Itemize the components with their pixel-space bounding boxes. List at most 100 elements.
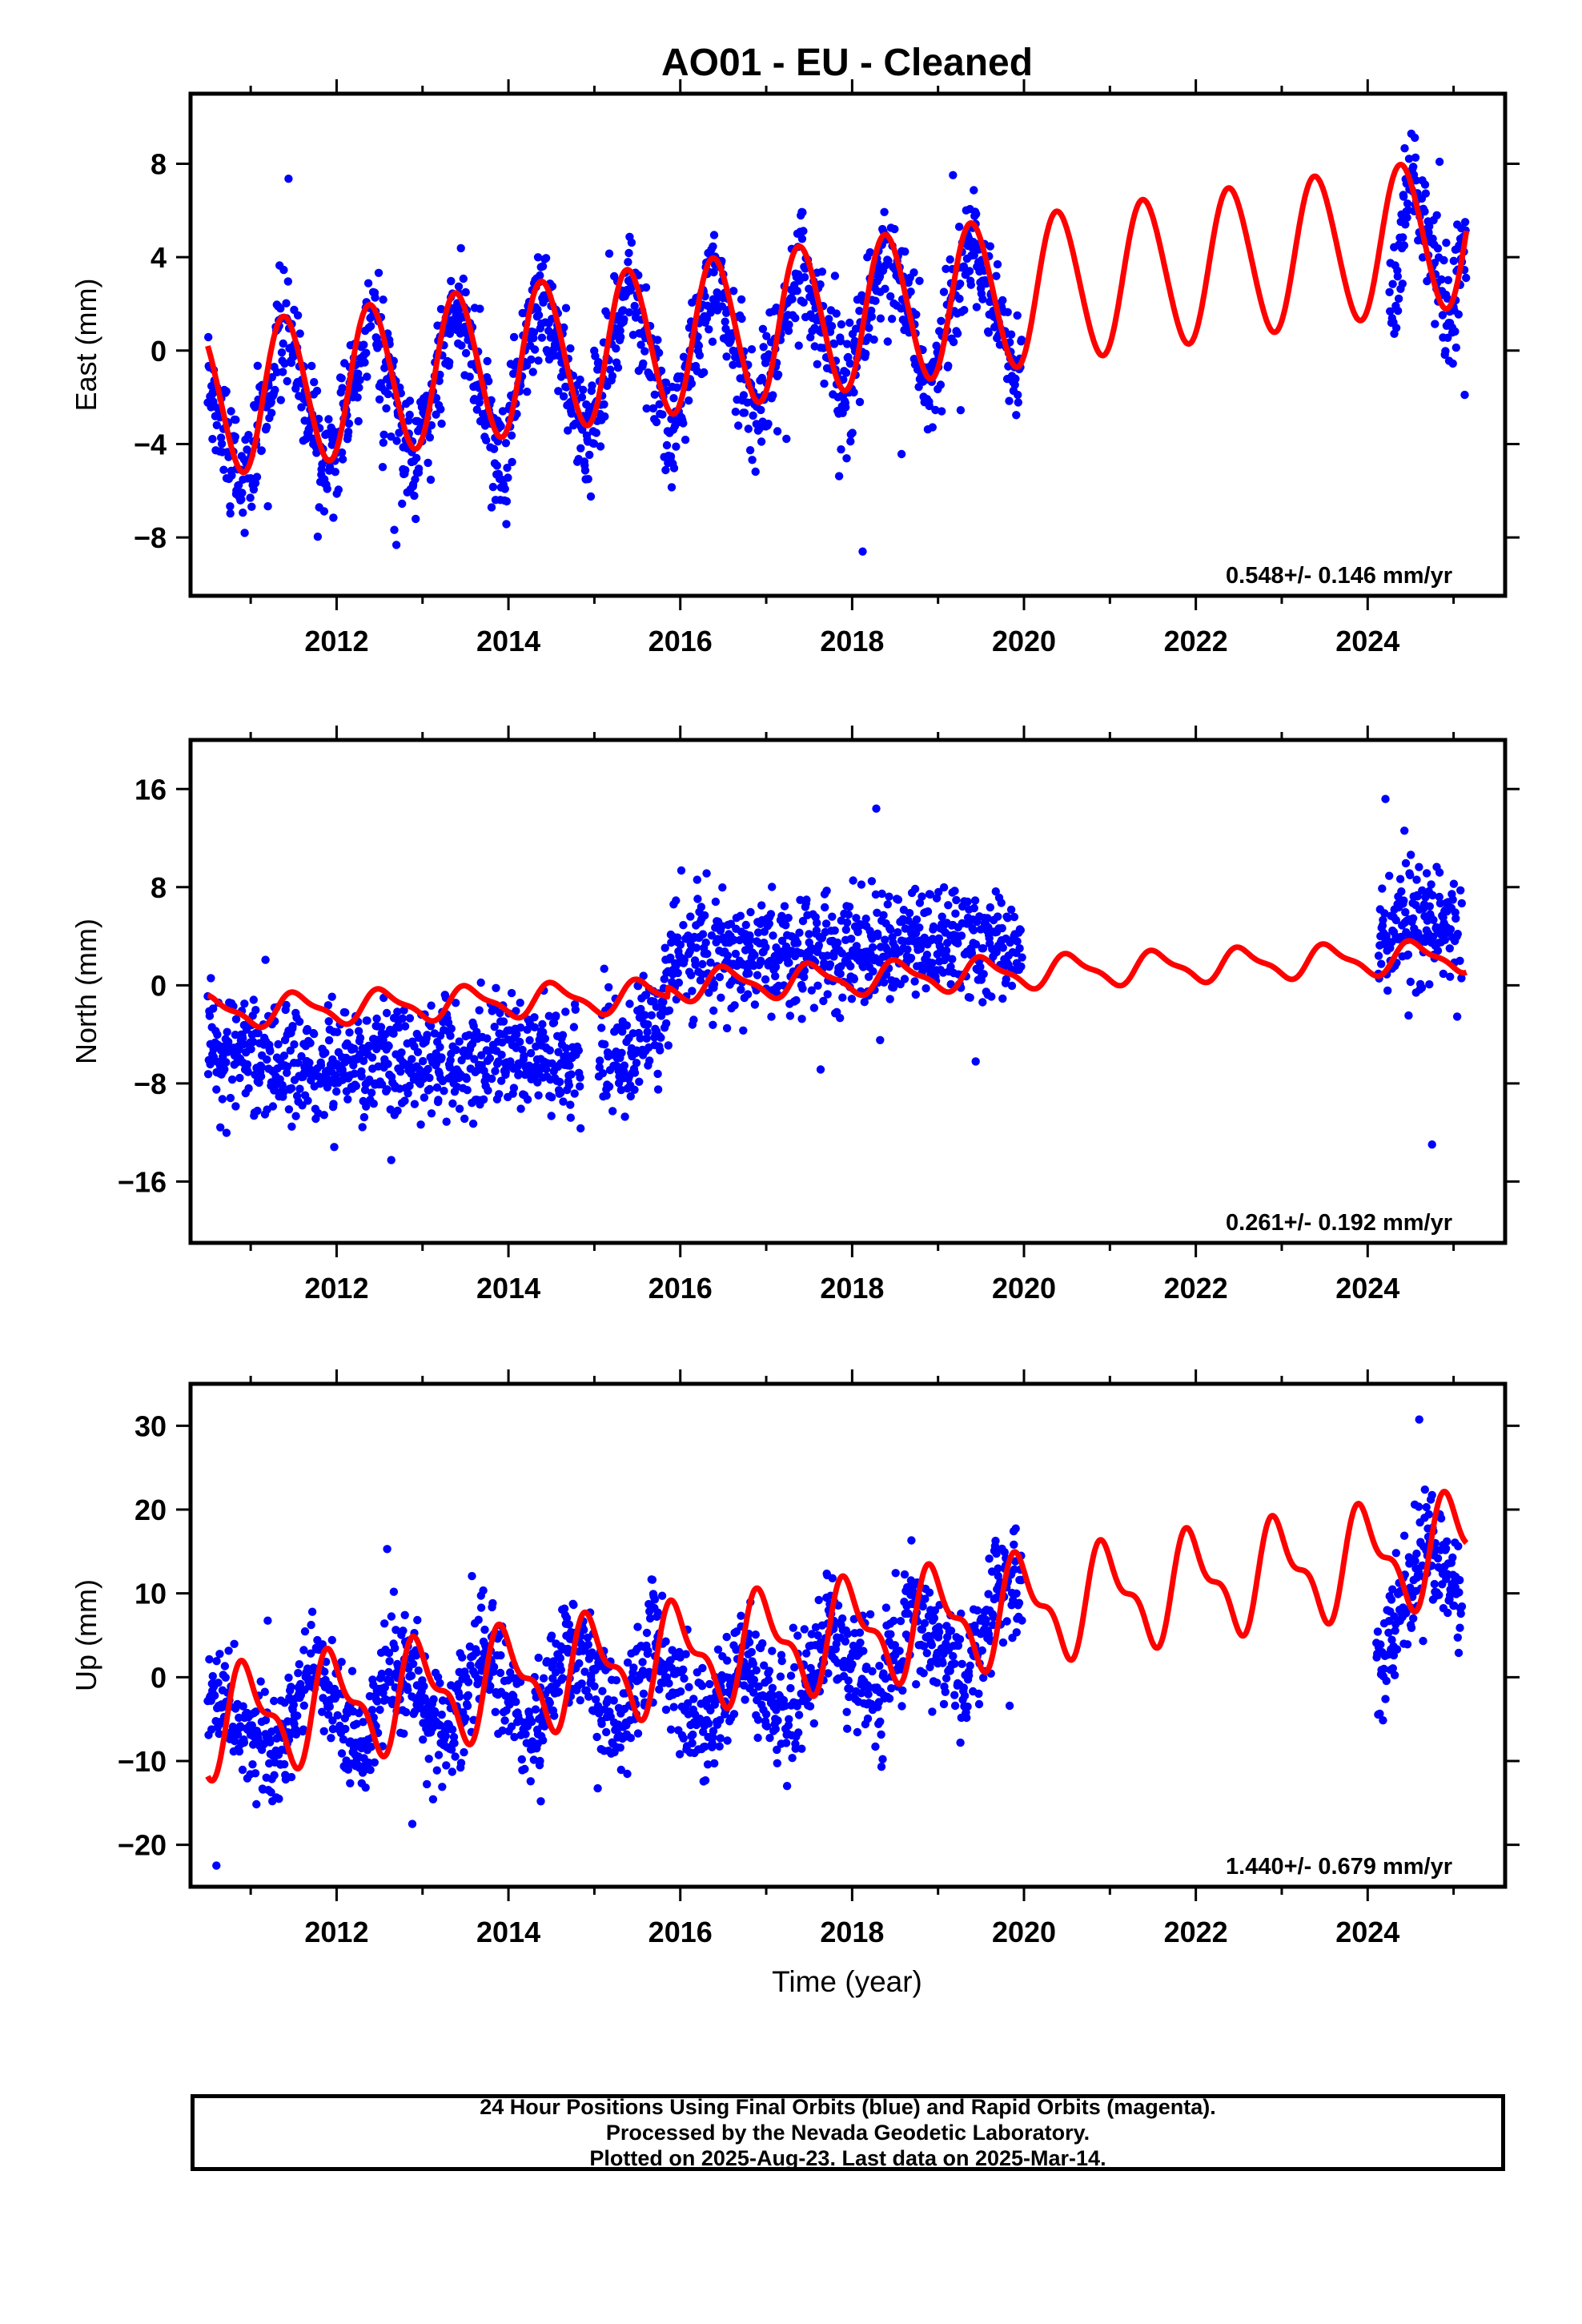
data-point [329,1100,338,1108]
data-point [608,1107,617,1116]
data-point [971,1057,980,1066]
data-point [420,1682,428,1691]
data-point [642,1034,651,1043]
data-point [666,452,676,461]
data-point [1403,950,1413,959]
data-point [745,935,755,944]
data-point [558,1031,568,1039]
data-point [645,1614,655,1623]
data-point [477,1051,486,1059]
data-point [832,309,841,318]
data-point [932,894,942,903]
data-point [681,436,690,444]
data-point [1404,155,1414,163]
data-point [231,1031,240,1039]
data-point [681,1650,690,1659]
data-point [793,270,803,279]
data-point [841,925,851,935]
data-point [290,1040,299,1049]
data-point [576,1073,584,1082]
data-point [863,956,872,965]
data-point [836,1014,845,1023]
data-point [564,1081,573,1090]
data-point [592,1732,601,1742]
data-point [868,1667,877,1676]
data-point [350,1044,359,1053]
data-point [253,361,262,370]
data-point [884,256,893,265]
data-point [1414,931,1423,940]
data-point [464,1691,472,1700]
data-point [412,453,421,463]
data-point [491,1707,500,1716]
data-point [790,1663,799,1672]
data-point [426,1022,436,1031]
data-point [1017,962,1026,971]
data-point [800,273,809,282]
data-point [941,1687,950,1696]
data-point [844,1676,853,1685]
data-point [768,1647,777,1655]
data-point [289,1700,298,1710]
data-point [976,963,985,971]
data-point [590,1682,599,1691]
data-point [570,1089,579,1098]
data-point [948,955,957,963]
data-point [497,1051,506,1059]
data-point [998,296,1007,305]
data-point [1439,969,1448,979]
data-point [608,372,617,380]
data-point [261,1715,271,1725]
data-point [580,1667,589,1676]
data-point [427,1001,436,1010]
data-point [270,1771,279,1779]
data-point [873,931,882,941]
data-point [567,409,576,418]
data-point [642,404,651,413]
data-point [299,1701,308,1710]
data-point [644,1020,652,1029]
data-point [391,1626,400,1634]
data-point [630,301,639,311]
data-point [251,1006,260,1015]
data-point [413,1047,423,1057]
data-point [705,1679,714,1689]
data-point [1401,907,1410,917]
data-point [508,457,516,467]
data-point [252,1799,261,1809]
data-point [321,1048,330,1057]
data-point [768,1683,777,1692]
data-point [359,1112,369,1122]
data-point [360,358,369,367]
data-point [596,442,605,451]
data-point [703,949,712,959]
data-point [925,401,934,411]
data-point [830,271,840,280]
data-point [794,341,803,350]
data-point [737,1611,745,1620]
data-point [571,1005,580,1015]
data-point [944,361,953,370]
data-point [416,1120,425,1129]
data-point [706,958,715,967]
data-point [934,934,944,943]
data-point [955,294,964,304]
data-point [367,322,375,331]
data-point [584,475,592,484]
data-point [235,1073,244,1083]
data-point [334,485,343,494]
data-point [243,445,251,454]
data-point [585,450,594,460]
data-point [816,280,825,289]
data-point [709,1006,718,1015]
data-point [498,1726,507,1735]
data-point [530,1023,539,1032]
data-point [494,1057,503,1066]
data-point [230,1736,239,1746]
data-point [468,1120,478,1128]
data-point [375,1705,384,1715]
data-point [865,247,875,257]
data-point [220,1065,229,1074]
data-point [424,1755,433,1763]
data-point [703,1760,713,1769]
